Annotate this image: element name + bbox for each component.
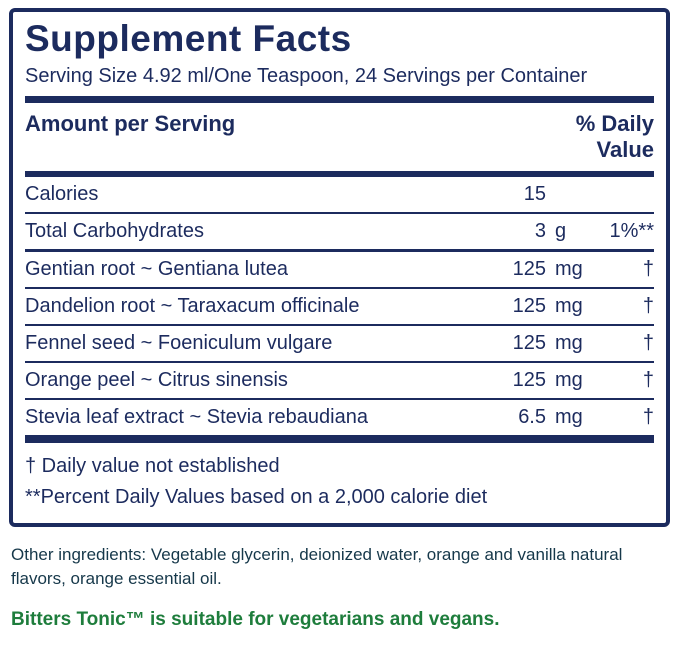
nutrient-unit: mg xyxy=(555,258,583,281)
nutrient-row-orange-peel: Orange peel ~ Citrus sinensis 125 mg † xyxy=(25,361,654,398)
nutrient-row-fennel-seed: Fennel seed ~ Foeniculum vulgare 125 mg … xyxy=(25,324,654,361)
nutrient-daily-value: † xyxy=(642,258,654,281)
divider-bar-thick xyxy=(25,171,654,178)
nutrient-name: Fennel seed ~ Foeniculum vulgare xyxy=(25,332,333,355)
nutrient-row-dandelion-root: Dandelion root ~ Taraxacum officinale 12… xyxy=(25,287,654,324)
nutrient-amount: 125 xyxy=(512,332,546,355)
nutrient-unit: mg xyxy=(555,369,583,392)
nutrient-row-gentian-root: Gentian root ~ Gentiana lutea 125 mg † xyxy=(25,249,654,287)
nutrient-unit: g xyxy=(555,220,567,243)
nutrient-name: Total Carbohydrates xyxy=(25,220,204,243)
nutrient-row-stevia-leaf: Stevia leaf extract ~ Stevia rebaudiana … xyxy=(25,398,654,435)
nutrient-amount: 3 xyxy=(534,220,546,243)
nutrient-name: Calories xyxy=(25,183,99,206)
nutrient-name: Dandelion root ~ Taraxacum officinale xyxy=(25,295,360,318)
other-ingredients-text: Other ingredients: Vegetable glycerin, d… xyxy=(11,545,623,589)
amount-per-serving-header: Amount per Serving xyxy=(25,110,236,136)
nutrient-name: Gentian root ~ Gentiana lutea xyxy=(25,258,288,281)
nutrient-amount: 125 xyxy=(512,258,546,281)
vegan-suitability-note: Bitters Tonic™ is suitable for vegetaria… xyxy=(11,608,500,630)
panel-title: Supplement Facts xyxy=(25,18,352,59)
nutrient-daily-value: † xyxy=(642,295,654,318)
divider-bar-thick xyxy=(25,95,654,103)
nutrient-amount: 125 xyxy=(512,369,546,392)
nutrient-daily-value: † xyxy=(642,332,654,355)
nutrient-amount: 125 xyxy=(512,295,546,318)
nutrient-unit: mg xyxy=(555,295,583,318)
nutrient-daily-value: 1%** xyxy=(609,220,654,243)
daily-value-header: % Daily Value xyxy=(575,110,654,162)
nutrient-row-carbohydrates: Total Carbohydrates 3 g 1%** xyxy=(25,212,654,249)
nutrient-daily-value: † xyxy=(642,406,654,429)
column-header-row: Amount per Serving % Daily Value xyxy=(25,103,654,172)
footnote-percent-dv: **Percent Daily Values based on a 2,000 … xyxy=(25,486,488,509)
nutrient-unit: mg xyxy=(555,332,583,355)
nutrient-name: Orange peel ~ Citrus sinensis xyxy=(25,369,288,392)
footnote-daily-value: † Daily value not established xyxy=(25,455,280,478)
supplement-facts-panel: Supplement Facts Serving Size 4.92 ml/On… xyxy=(9,8,670,528)
nutrient-amount: 15 xyxy=(523,183,546,206)
nutrient-name: Stevia leaf extract ~ Stevia rebaudiana xyxy=(25,406,368,429)
nutrient-row-calories: Calories 15 xyxy=(25,177,654,212)
divider-bar-thick xyxy=(25,435,654,444)
nutrient-daily-value: † xyxy=(642,369,654,392)
nutrient-amount: 6.5 xyxy=(518,406,546,429)
nutrient-unit: mg xyxy=(555,406,583,429)
footnotes: † Daily value not established **Percent … xyxy=(25,443,654,513)
serving-size-info: Serving Size 4.92 ml/One Teaspoon, 24 Se… xyxy=(25,64,588,87)
